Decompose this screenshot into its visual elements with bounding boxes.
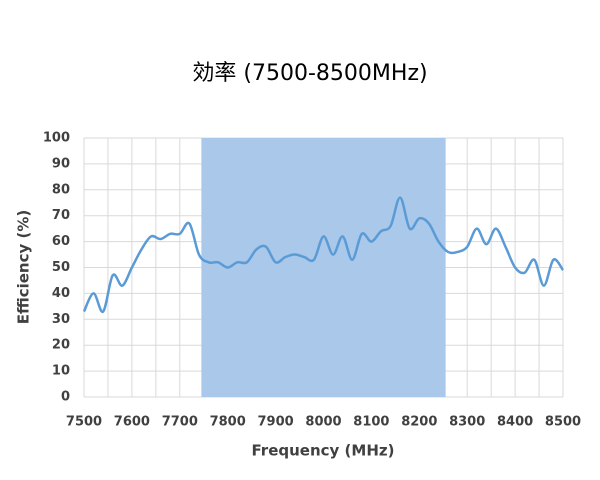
x-tick-label: 7700 <box>162 415 198 430</box>
highlight-band <box>201 138 446 397</box>
y-tick-label: 50 <box>52 260 70 275</box>
x-tick-label: 8200 <box>401 415 437 430</box>
y-tick-label: 30 <box>52 312 70 327</box>
x-tick-label: 8400 <box>497 415 533 430</box>
y-tick-label: 0 <box>61 390 70 405</box>
y-tick-label: 20 <box>52 338 70 353</box>
y-tick-label: 10 <box>52 364 70 379</box>
x-tick-label: 7800 <box>210 415 246 430</box>
data-line <box>82 196 565 313</box>
y-axis-title: Efficiency (%) <box>15 210 33 325</box>
x-tick-label: 7900 <box>258 415 294 430</box>
y-tick-label: 60 <box>52 234 70 249</box>
x-tick-label: 8300 <box>449 415 485 430</box>
x-axis-title: Frequency (MHz) <box>252 442 395 460</box>
y-tick-label: 80 <box>52 182 70 197</box>
y-tick-label: 100 <box>43 131 70 146</box>
x-tick-label: 7600 <box>114 415 150 430</box>
x-tick-label: 7500 <box>66 415 102 430</box>
y-tick-label: 70 <box>52 208 70 223</box>
x-tick-label: 8500 <box>545 415 581 430</box>
y-tick-label: 90 <box>52 156 70 171</box>
x-tick-label: 8000 <box>305 415 341 430</box>
chart-title: 効率 (7500-8500MHz) <box>192 61 427 86</box>
x-tick-label: 8100 <box>353 415 389 430</box>
y-tick-label: 40 <box>52 286 70 301</box>
